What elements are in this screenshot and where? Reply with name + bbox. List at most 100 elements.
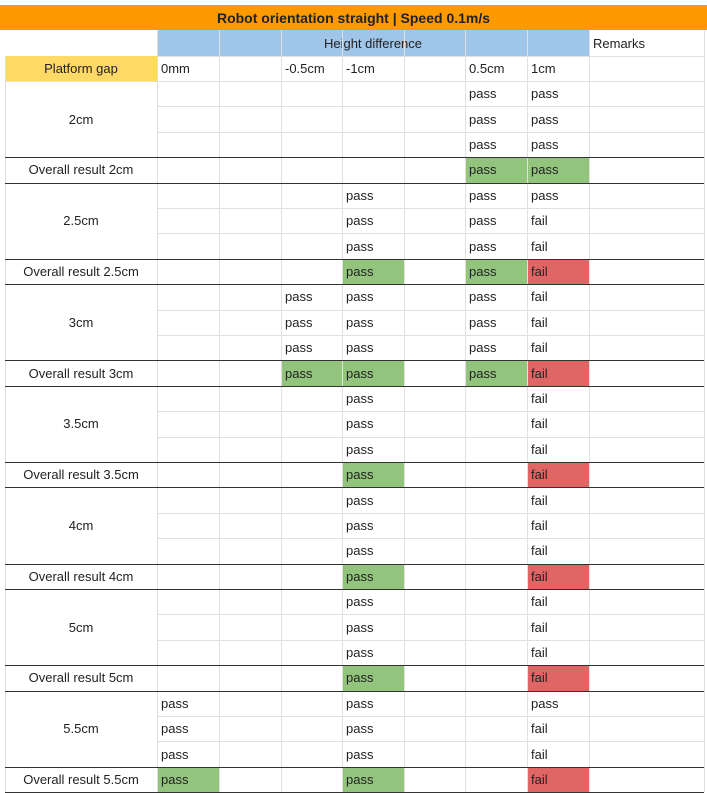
overall-result-pass[interactable]: pass: [465, 157, 527, 183]
result-cell[interactable]: [404, 487, 465, 512]
remarks-cell[interactable]: [589, 462, 704, 487]
result-cell[interactable]: [465, 538, 527, 563]
result-cell[interactable]: [281, 665, 342, 690]
result-cell[interactable]: [219, 767, 281, 792]
result-cell[interactable]: pass: [161, 746, 189, 762]
result-cell[interactable]: [281, 411, 342, 436]
result-cell[interactable]: [404, 259, 465, 284]
result-cell[interactable]: pass: [346, 187, 374, 203]
result-cell[interactable]: [157, 157, 219, 182]
result-cell[interactable]: [157, 208, 219, 233]
remarks-cell[interactable]: [589, 106, 704, 131]
result-cell[interactable]: [404, 284, 465, 309]
result-cell[interactable]: [281, 106, 342, 131]
overall-result-pass[interactable]: pass: [342, 665, 404, 691]
result-cell[interactable]: [157, 360, 219, 385]
result-cell[interactable]: [465, 462, 527, 487]
result-cell[interactable]: [219, 564, 281, 589]
remarks-cell[interactable]: [589, 691, 704, 716]
result-cell[interactable]: [281, 741, 342, 766]
result-cell[interactable]: [404, 183, 465, 208]
result-cell[interactable]: pass: [285, 314, 313, 330]
result-cell[interactable]: fail: [531, 340, 548, 356]
result-cell[interactable]: [404, 310, 465, 335]
overall-result-pass[interactable]: pass: [342, 766, 404, 793]
result-cell[interactable]: pass: [346, 416, 374, 432]
column-header[interactable]: 0mm: [161, 61, 190, 76]
result-cell[interactable]: [465, 691, 527, 716]
result-cell[interactable]: fail: [531, 619, 548, 635]
result-cell[interactable]: pass: [161, 721, 189, 737]
remarks-cell[interactable]: [589, 233, 704, 258]
result-cell[interactable]: [404, 106, 465, 131]
result-cell[interactable]: fail: [531, 594, 548, 610]
result-cell[interactable]: [404, 741, 465, 766]
result-cell[interactable]: fail: [531, 441, 548, 457]
result-cell[interactable]: pass: [531, 111, 559, 127]
result-cell[interactable]: [219, 462, 281, 487]
result-cell[interactable]: [281, 183, 342, 208]
result-cell[interactable]: [404, 716, 465, 741]
remarks-cell[interactable]: [589, 487, 704, 512]
result-cell[interactable]: [219, 741, 281, 766]
result-cell[interactable]: [157, 437, 219, 462]
result-cell[interactable]: [281, 437, 342, 462]
result-cell[interactable]: pass: [346, 238, 374, 254]
result-cell[interactable]: [465, 411, 527, 436]
result-cell[interactable]: [157, 183, 219, 208]
result-cell[interactable]: [219, 183, 281, 208]
result-cell[interactable]: [219, 233, 281, 258]
result-cell[interactable]: pass: [346, 543, 374, 559]
overall-result-fail[interactable]: fail: [527, 563, 589, 589]
remarks-cell[interactable]: [589, 564, 704, 589]
column-header[interactable]: -0.5cm: [285, 61, 325, 76]
overall-result-label[interactable]: Overall result 2.5cm: [23, 263, 139, 279]
result-cell[interactable]: [465, 437, 527, 462]
result-cell[interactable]: [465, 386, 527, 411]
result-cell[interactable]: fail: [531, 238, 548, 254]
result-cell[interactable]: pass: [285, 289, 313, 305]
remarks-cell[interactable]: [589, 208, 704, 233]
platform-gap-label[interactable]: 4cm: [68, 517, 94, 533]
result-cell[interactable]: fail: [531, 721, 548, 737]
result-cell[interactable]: [465, 767, 527, 792]
result-cell[interactable]: pass: [346, 289, 374, 305]
result-cell[interactable]: [219, 106, 281, 131]
result-cell[interactable]: [157, 310, 219, 335]
result-cell[interactable]: [465, 513, 527, 538]
overall-result-fail[interactable]: fail: [527, 462, 589, 488]
result-cell[interactable]: pass: [346, 213, 374, 229]
result-cell[interactable]: [465, 564, 527, 589]
result-cell[interactable]: pass: [346, 517, 374, 533]
result-cell[interactable]: [157, 411, 219, 436]
result-cell[interactable]: pass: [346, 390, 374, 406]
result-cell[interactable]: [404, 665, 465, 690]
result-cell[interactable]: [157, 81, 219, 106]
overall-result-label[interactable]: Overall result 3.5cm: [23, 467, 139, 483]
result-cell[interactable]: [465, 614, 527, 639]
result-cell[interactable]: [157, 614, 219, 639]
platform-gap-label[interactable]: 2.5cm: [63, 213, 99, 229]
result-cell[interactable]: pass: [346, 695, 374, 711]
result-cell[interactable]: [219, 208, 281, 233]
result-cell[interactable]: pass: [346, 594, 374, 610]
result-cell[interactable]: [157, 335, 219, 360]
result-cell[interactable]: [219, 310, 281, 335]
overall-result-pass[interactable]: pass: [527, 157, 589, 183]
result-cell[interactable]: [219, 716, 281, 741]
result-cell[interactable]: [281, 157, 342, 182]
result-cell[interactable]: [465, 589, 527, 614]
platform-gap-label[interactable]: 3cm: [68, 314, 94, 330]
result-cell[interactable]: [157, 462, 219, 487]
result-cell[interactable]: [404, 335, 465, 360]
overall-result-label[interactable]: Overall result 5.5cm: [23, 771, 139, 787]
remarks-cell[interactable]: [589, 614, 704, 639]
overall-result-fail[interactable]: fail: [527, 766, 589, 793]
column-header[interactable]: -1cm: [346, 61, 375, 76]
result-cell[interactable]: [404, 132, 465, 157]
result-cell[interactable]: [219, 335, 281, 360]
result-cell[interactable]: fail: [531, 213, 548, 229]
result-cell[interactable]: [157, 589, 219, 614]
platform-gap-label[interactable]: 5.5cm: [63, 721, 99, 737]
result-cell[interactable]: [465, 487, 527, 512]
